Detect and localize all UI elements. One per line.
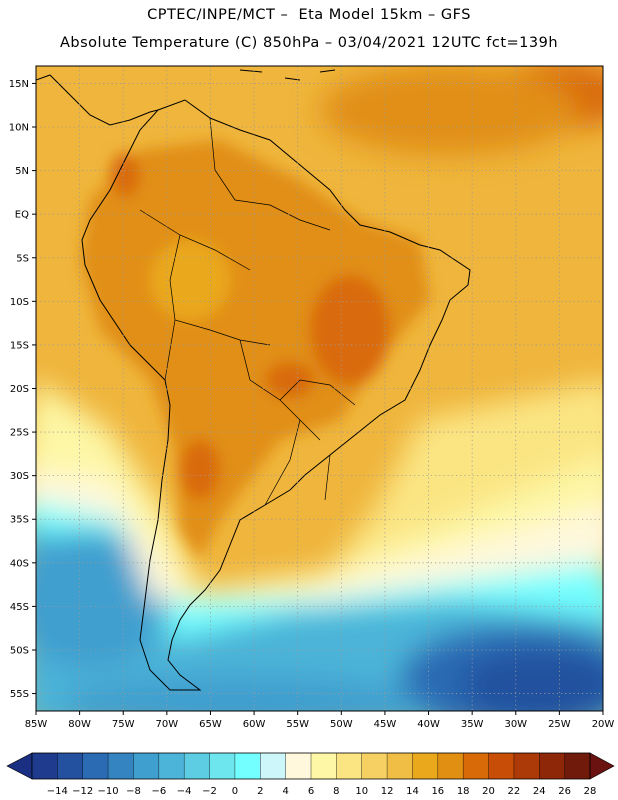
colorbar-tick-label: 18 — [457, 786, 470, 797]
lon-label: 80W — [68, 719, 91, 730]
lon-label: 25W — [548, 719, 571, 730]
colorbar: −14 −12 −10 −8 −6 −4 −2 0 2 4 6 8 10 12 14 16 18 20 22 24 26… — [6, 752, 615, 797]
temperature-field — [36, 66, 603, 711]
colorbar-swatch — [57, 753, 84, 779]
lat-label: EQ — [15, 210, 29, 221]
colorbar-swatch — [32, 753, 58, 779]
colorbar-tick-label: 24 — [533, 786, 546, 797]
colorbar-swatch — [564, 753, 591, 779]
lat-label: 35S — [10, 515, 29, 526]
lon-label: 55W — [286, 719, 309, 730]
colorbar-swatch — [412, 753, 439, 779]
colorbar-swatch — [209, 753, 236, 779]
colorbar-swatch — [513, 753, 540, 779]
lat-label: 45S — [10, 602, 29, 613]
colorbar-swatch — [133, 753, 160, 779]
lat-label: 25S — [10, 428, 29, 439]
south-america-outline — [81, 99, 471, 691]
lon-label: 70W — [156, 719, 179, 730]
colorbar-tick-label: 20 — [482, 786, 495, 797]
colorbar-tick-label: 8 — [333, 786, 339, 797]
colorbar-tick-label: −6 — [151, 786, 166, 797]
colorbar-tick-label: 2 — [257, 786, 263, 797]
colorbar-swatch — [539, 753, 565, 779]
colorbar-tick-label: 12 — [381, 786, 394, 797]
colorbar-swatch — [387, 753, 413, 779]
lon-label: 20W — [592, 719, 615, 730]
colorbar-tick-label: −8 — [126, 786, 141, 797]
lat-label: 10S — [10, 297, 29, 308]
lat-label: 15N — [9, 79, 29, 90]
lon-label: 60W — [243, 719, 266, 730]
colorbar-tick-label: −12 — [72, 786, 93, 797]
colorbar-swatch — [234, 753, 261, 779]
colorbar-tick-label: −2 — [202, 786, 217, 797]
colorbar-tick-label: 4 — [282, 786, 288, 797]
colorbar-tick-label: −14 — [47, 786, 68, 797]
colorbar-swatch — [463, 753, 489, 779]
lon-label: 45W — [374, 719, 397, 730]
lat-label: 55S — [10, 689, 29, 700]
colorbar-tick-label: 22 — [508, 786, 521, 797]
colorbar-swatch — [158, 753, 185, 779]
colorbar-tick-label: 26 — [558, 786, 571, 797]
colorbar-swatch — [82, 753, 109, 779]
lon-label: 50W — [330, 719, 353, 730]
colorbar-under-arrow — [6, 752, 33, 780]
lon-label: 65W — [199, 719, 222, 730]
colorbar-tick-label: 28 — [584, 786, 597, 797]
lat-label: 5S — [16, 253, 29, 264]
latitude-labels: 15N 10N 5N EQ 5S 10S 15S 20S 25S 30S 35S 40S 45S 50S 5… — [9, 79, 36, 700]
coastlines — [36, 69, 471, 691]
country-borders — [139, 117, 356, 506]
lon-label: 85W — [25, 719, 48, 730]
lon-label: 75W — [112, 719, 135, 730]
colorbar-swatch — [184, 753, 210, 779]
longitude-labels: 85W 80W 75W 70W 65W 60W 55W 50W 45W 40W 35W 30W 25W 2… — [25, 711, 615, 730]
lon-label: 35W — [461, 719, 484, 730]
colorbar-swatch — [336, 753, 363, 779]
central-america-outline — [36, 74, 159, 126]
map-title-line2: Absolute Temperature (C) 850hPa – 03/04/… — [59, 35, 559, 51]
colorbar-swatch — [488, 753, 515, 779]
colorbar-swatch — [285, 753, 312, 779]
lat-label: 15S — [10, 340, 29, 351]
lat-label: 20S — [10, 384, 29, 395]
colorbar-tick-label: 6 — [308, 786, 314, 797]
lat-label: 30S — [10, 471, 29, 482]
colorbar-tick-label: −4 — [177, 786, 192, 797]
colorbar-tick-label: 16 — [431, 786, 444, 797]
colorbar-swatch — [311, 753, 337, 779]
colorbar-over-arrow — [589, 752, 615, 780]
colorbar-swatch — [437, 753, 464, 779]
colorbar-tick-label: 10 — [355, 786, 368, 797]
lat-label: 5N — [15, 166, 29, 177]
colorbar-swatch — [108, 753, 134, 779]
lat-label: 10N — [9, 123, 29, 134]
lat-label: 40S — [10, 558, 29, 569]
lon-label: 30W — [504, 719, 527, 730]
lat-label: 50S — [10, 645, 29, 656]
colorbar-swatch — [361, 753, 388, 779]
colorbar-tick-label: −10 — [98, 786, 119, 797]
map-title-line1: CPTEC/INPE/MCT – Eta Model 15km – GFS — [147, 7, 471, 23]
colorbar-swatch — [260, 753, 286, 779]
colorbar-tick-label: 0 — [232, 786, 238, 797]
lon-label: 40W — [417, 719, 440, 730]
colorbar-tick-label: 14 — [406, 786, 419, 797]
